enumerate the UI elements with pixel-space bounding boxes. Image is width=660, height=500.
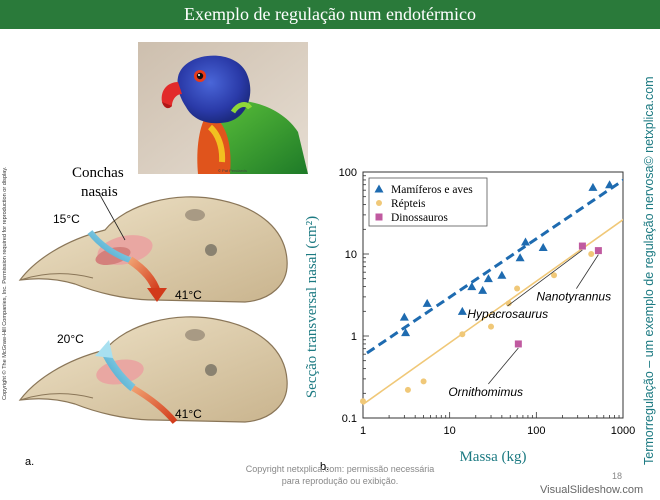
bottom-skull: [18, 316, 288, 424]
point-mammal-bird: [399, 312, 409, 321]
photo-credit: © Pat Pendarvis: [218, 168, 247, 173]
point-mammal-bird: [457, 306, 467, 315]
point-reptile: [551, 272, 558, 279]
panel-label-b: b.: [320, 461, 329, 473]
top-temp-out: 41°C: [175, 288, 202, 302]
side-caption-text: Termorregulação – um exemplo de regulaçã…: [642, 76, 656, 465]
point-dinosaur: [594, 247, 602, 255]
legend-label: Dinossauros: [391, 212, 448, 224]
lorikeet-photo: © Pat Pendarvis: [138, 42, 308, 174]
label-nasais: nasais: [81, 184, 118, 200]
point-dinosaur: [514, 340, 522, 348]
x-tick-label: 100: [527, 425, 545, 437]
top-skull: [18, 194, 288, 303]
point-dinosaur: [578, 242, 586, 250]
top-temp-in: 15°C: [53, 212, 80, 226]
watermark: VisualSlideshow.com: [540, 484, 644, 496]
point-reptile: [488, 323, 495, 330]
point-mammal-bird: [605, 180, 615, 189]
chart-legend: Mamíferos e aves Répteis Dinossauros: [368, 177, 488, 227]
point-reptile: [514, 285, 521, 292]
annotation-label: Hypacrosaurus: [467, 307, 548, 321]
point-mammal-bird: [467, 282, 477, 291]
point-mammal-bird: [538, 243, 548, 252]
point-mammal-bird: [478, 285, 488, 294]
legend-label: Mamíferos e aves: [391, 184, 473, 196]
point-mammal-bird: [515, 253, 525, 262]
x-tick-label: 1000: [611, 425, 635, 437]
legend-label: Répteis: [391, 198, 426, 210]
slide-title: Exemplo de regulação num endotérmico: [184, 4, 476, 24]
bottom-temp-in: 20°C: [57, 332, 84, 346]
legend-marker: [376, 200, 382, 206]
copyright-text: Copyright © The McGraw-Hill Companies, I…: [2, 166, 8, 400]
footer-notice: Copyright netxplica.com: permissão neces…: [245, 464, 435, 486]
x-axis-label: Massa (kg): [459, 449, 526, 465]
legend-box: [368, 177, 488, 227]
point-reptile: [588, 251, 595, 257]
point-mammal-bird: [483, 274, 493, 283]
page-number: 18: [612, 471, 623, 481]
y-axis-label: Secção transversal nasal (cm²): [304, 216, 320, 398]
chart-svg: Nanotyrannus Hypacrosaurus Ornithomimus Ma…: [304, 167, 635, 473]
fit-line: [363, 178, 623, 358]
legend-marker: [375, 213, 383, 221]
y-tick-label: 1: [351, 331, 357, 343]
y-tick-label: 0.1: [342, 413, 357, 425]
slide-title-bar: Exemplo de regulação num endotérmico: [0, 0, 660, 29]
point-mammal-bird: [588, 182, 598, 191]
y-tick-label: 100: [339, 167, 357, 179]
annotation-leader: [576, 254, 599, 289]
x-tick-label: 10: [444, 425, 456, 437]
point-reptile: [360, 398, 366, 405]
annotation-leader: [507, 249, 583, 307]
annotation-leader: [488, 347, 519, 385]
skull-diagrams: Conchas nasais 15°C 41°C 20°C 41°C a.: [15, 160, 305, 468]
legend-marker: [374, 184, 384, 193]
point-mammal-bird: [497, 270, 507, 279]
point-mammal-bird: [521, 237, 531, 246]
label-conchas: Conchas: [72, 165, 124, 181]
side-caption-vertical: Termorregulação – um exemplo de regulaçã…: [640, 60, 660, 465]
y-tick-label: 10: [345, 249, 357, 261]
data-points: [360, 180, 615, 405]
nasal-area-chart: Nanotyrannus Hypacrosaurus Ornithomimus Ma…: [288, 150, 640, 480]
skull-cross-sections: [18, 194, 288, 424]
point-reptile: [404, 386, 411, 393]
copyright-notice-vertical: Copyright © The McGraw-Hill Companies, I…: [2, 110, 12, 400]
lorikeet-illustration: [138, 42, 308, 174]
point-reptile: [505, 300, 512, 307]
annotation-label: Ornithomimus: [448, 385, 523, 399]
bottom-temp-out: 41°C: [175, 407, 202, 421]
annotation-label: Nanotyrannus: [536, 290, 611, 304]
point-reptile: [420, 378, 427, 385]
annotations: Nanotyrannus Hypacrosaurus Ornithomimus: [448, 249, 611, 399]
point-mammal-bird: [401, 328, 411, 337]
panel-label-a: a.: [25, 456, 35, 468]
point-reptile: [459, 331, 466, 338]
point-mammal-bird: [422, 298, 432, 307]
x-tick-label: 1: [360, 425, 366, 437]
